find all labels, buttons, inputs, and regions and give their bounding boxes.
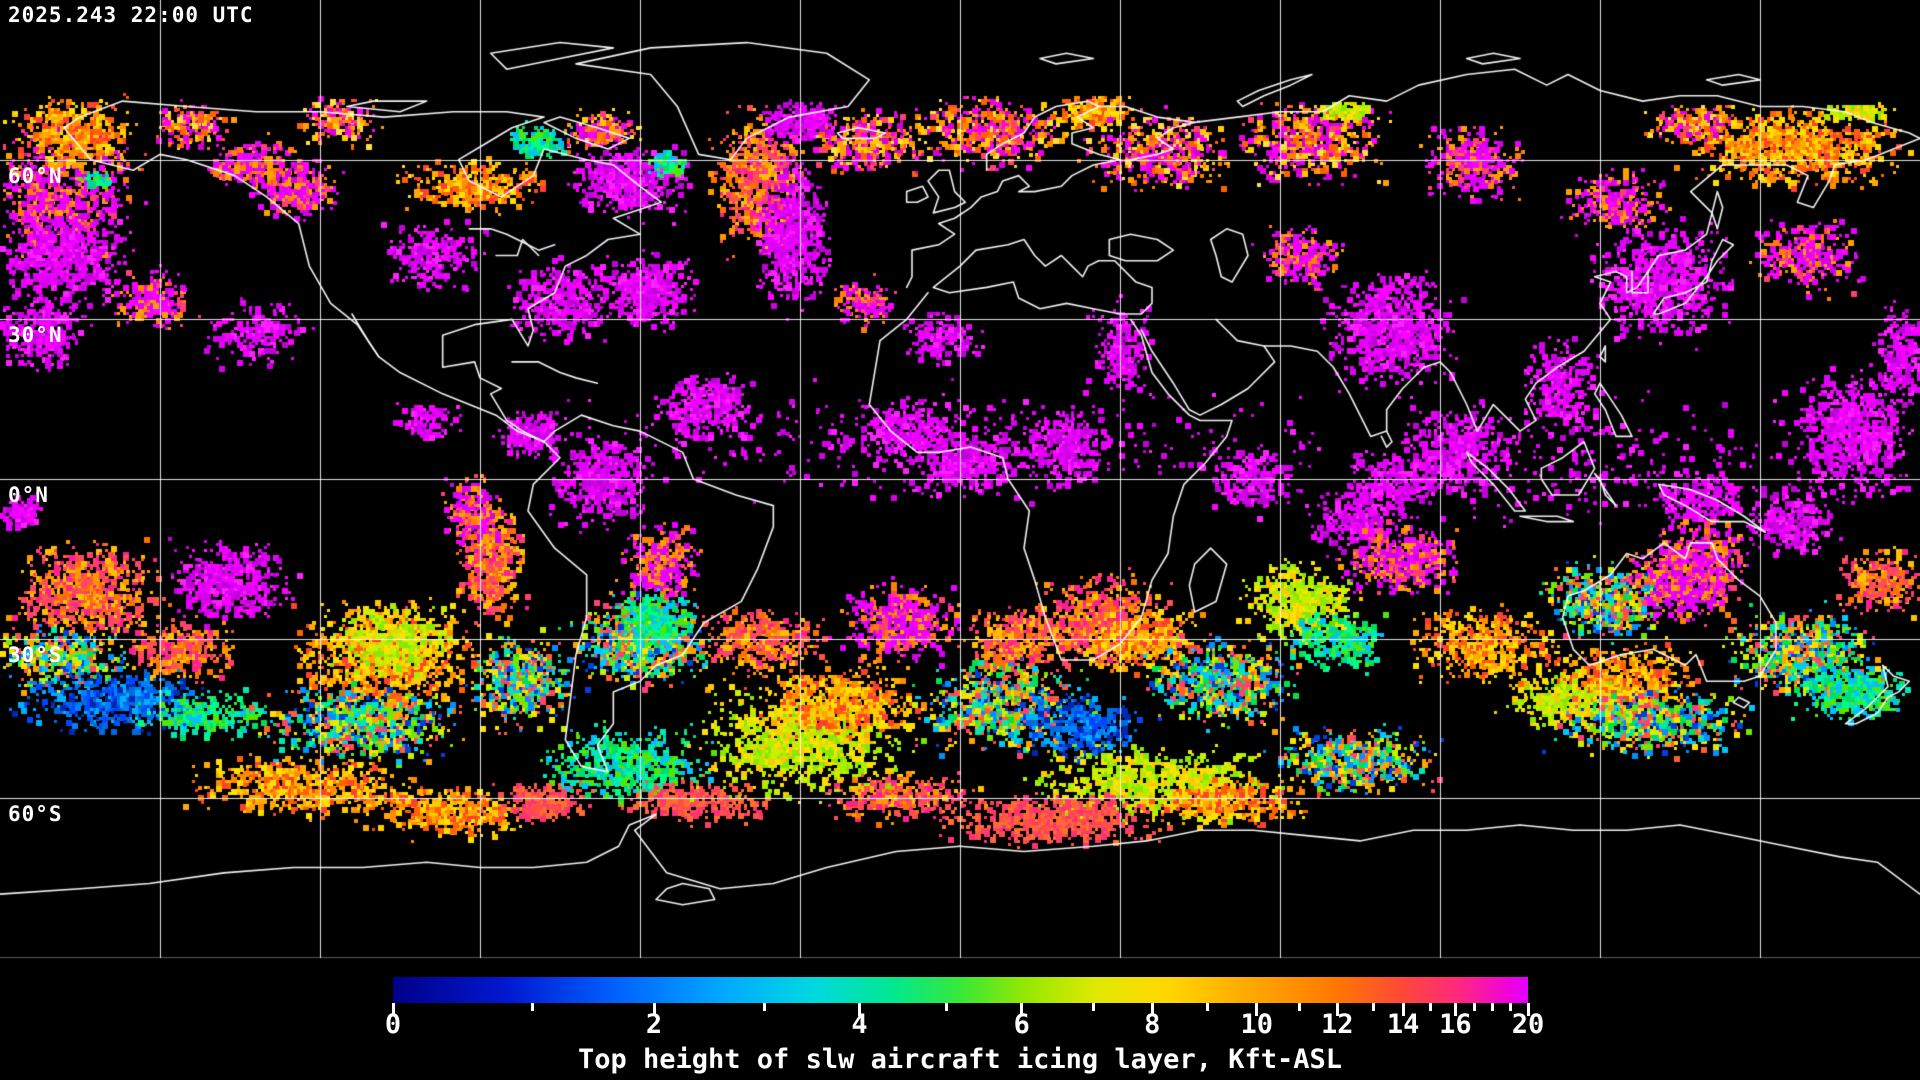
colorbar-tick-label: 0 xyxy=(384,1009,402,1040)
colorbar-tick-label: 4 xyxy=(851,1009,868,1040)
colorbar-tick xyxy=(945,1003,949,1011)
colorbar-tick-label: 2 xyxy=(645,1009,663,1040)
colorbar-tick xyxy=(1298,1003,1302,1011)
colorbar-tick xyxy=(391,1003,395,1016)
lat-label: 0°N xyxy=(8,483,49,507)
colorbar-tick xyxy=(857,1003,861,1016)
colorbar-gradient xyxy=(393,977,1528,1003)
colorbar-tick-label: 8 xyxy=(1144,1009,1161,1040)
colorbar-tick xyxy=(1255,1003,1259,1016)
colorbar-tick xyxy=(1372,1003,1376,1011)
colorbar-tick xyxy=(652,1003,656,1016)
colorbar-tick xyxy=(1335,1003,1339,1016)
colorbar-tick xyxy=(1150,1003,1154,1016)
colorbar-tick xyxy=(1091,1003,1095,1011)
timestamp: 2025.243 22:00 UTC xyxy=(8,3,254,27)
colorbar-tick-label: 16 xyxy=(1439,1009,1472,1040)
colorbar-tick xyxy=(1453,1003,1457,1016)
lat-label: 60°N xyxy=(8,163,63,188)
colorbar-tick-label: 10 xyxy=(1240,1009,1273,1040)
colorbar-tick-label: 12 xyxy=(1321,1009,1354,1040)
colorbar-tick xyxy=(1020,1003,1024,1016)
colorbar-tick xyxy=(531,1003,535,1011)
colorbar-title: Top height of slw aircraft icing layer, … xyxy=(577,1044,1343,1075)
colorbar-tick-label: 20 xyxy=(1511,1009,1545,1040)
lat-label: 60°S xyxy=(8,802,63,827)
colorbar-tick xyxy=(1401,1003,1405,1016)
colorbar-tick xyxy=(1428,1003,1432,1011)
colorbar-tick xyxy=(1491,1003,1495,1011)
lat-label: 30°S xyxy=(8,642,63,667)
colorbar-tick xyxy=(1526,1003,1530,1016)
colorbar-tick-label: 6 xyxy=(1013,1009,1030,1040)
colorbar-tick xyxy=(1206,1003,1210,1011)
colorbar-tick xyxy=(1509,1003,1513,1011)
colorbar-tick xyxy=(762,1003,766,1011)
colorbar-tick-label: 14 xyxy=(1386,1009,1420,1040)
lat-label: 30°N xyxy=(8,323,63,348)
colorbar-tick xyxy=(1473,1003,1477,1011)
